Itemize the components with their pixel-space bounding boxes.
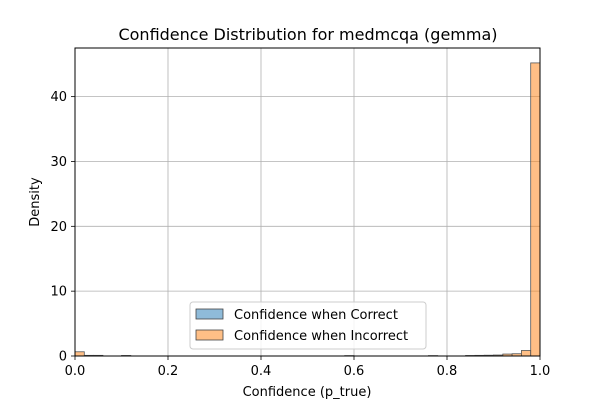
x-tick-label: 0.0 bbox=[65, 364, 86, 379]
y-axis-label: Density bbox=[28, 177, 43, 227]
legend: Confidence when Correct Confidence when … bbox=[189, 301, 427, 350]
legend-label-incorrect: Confidence when Incorrect bbox=[234, 329, 408, 344]
y-tick-label: 30 bbox=[50, 155, 67, 170]
histogram-bar bbox=[530, 62, 541, 357]
x-tick-label: 0.8 bbox=[437, 364, 458, 379]
y-tick-label: 40 bbox=[50, 90, 67, 105]
legend-swatch-incorrect bbox=[195, 329, 224, 341]
chart-title: Confidence Distribution for medmcqa (gem… bbox=[118, 25, 497, 44]
x-tick-label: 0.4 bbox=[251, 364, 272, 379]
y-tick-label: 20 bbox=[50, 220, 67, 235]
legend-label-correct: Confidence when Correct bbox=[234, 308, 398, 323]
x-tick-label: 1.0 bbox=[530, 364, 551, 379]
legend-swatch-correct bbox=[195, 308, 224, 320]
x-axis-label: Confidence (p_true) bbox=[243, 385, 372, 400]
histogram-bar bbox=[521, 350, 532, 357]
y-tick-label: 0 bbox=[59, 350, 67, 365]
axis-ticks: 0.0 0.2 0.4 0.6 0.8 1.0 0 10 20 30 40 bbox=[50, 90, 550, 379]
y-tick-label: 10 bbox=[50, 285, 67, 300]
x-tick-label: 0.6 bbox=[344, 364, 365, 379]
x-tick-label: 0.2 bbox=[158, 364, 179, 379]
histogram-bar bbox=[74, 351, 85, 357]
plot-frame bbox=[74, 47, 541, 357]
legend-box bbox=[189, 301, 427, 350]
